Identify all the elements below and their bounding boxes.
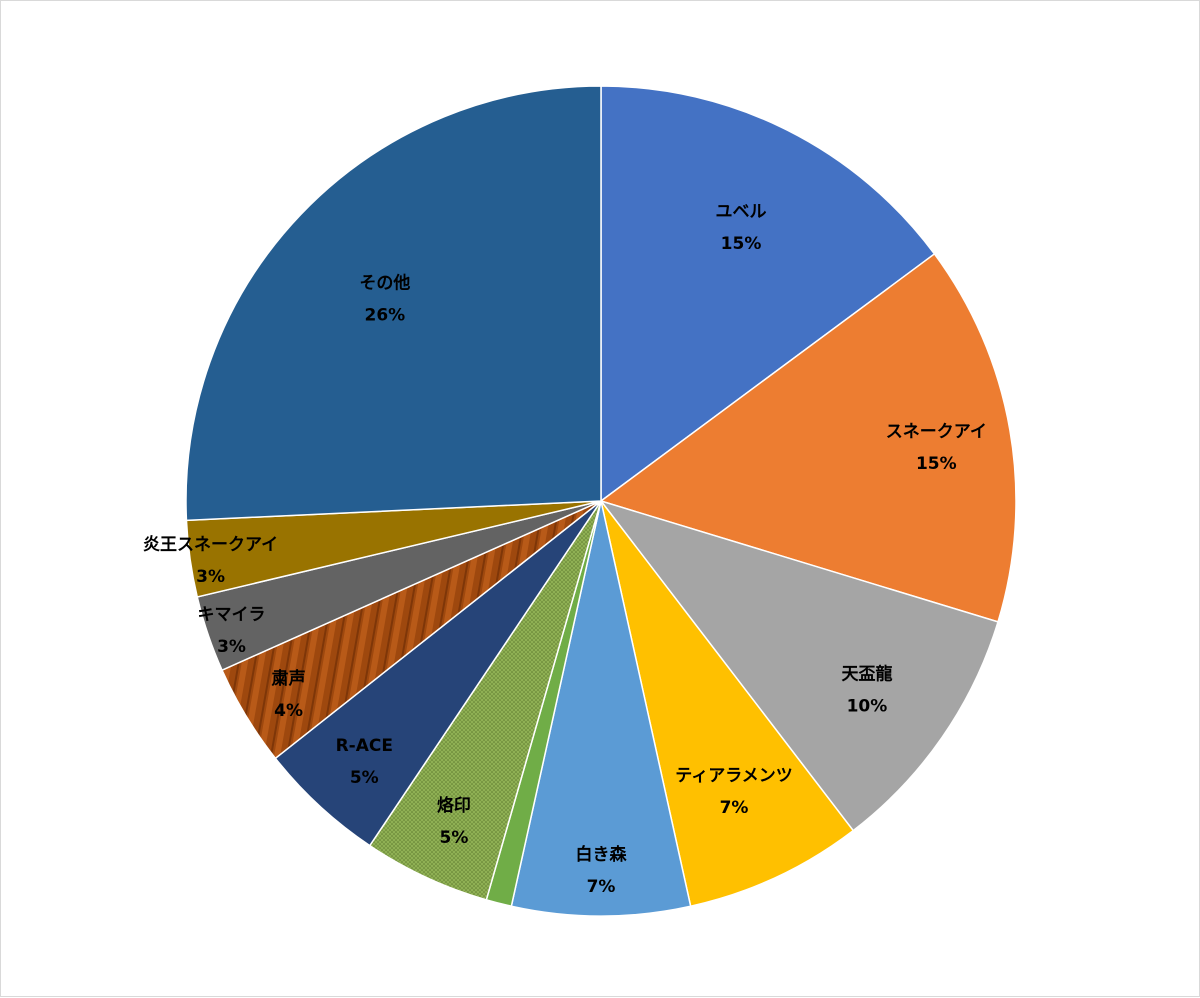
slice-category-label-0: ユベル <box>716 202 767 222</box>
slice-percent-label-3: 7% <box>720 798 749 818</box>
slice-category-label-7: R-ACE <box>336 736 393 756</box>
slice-percent-label-11: 26% <box>364 306 405 326</box>
slice-category-label-6: 烙印 <box>437 795 471 816</box>
slice-percent-label-8: 4% <box>274 701 303 721</box>
slice-category-label-11: その他 <box>359 273 410 294</box>
pie-slice-1 <box>599 252 1017 623</box>
slice-percent-label-10: 3% <box>196 567 225 587</box>
slice-category-label-9: キマイラ <box>198 605 266 625</box>
slice-percent-label-1: 15% <box>916 454 957 474</box>
pie-slice-0 <box>600 85 936 503</box>
pie-slice-2 <box>598 499 999 832</box>
slice-category-label-2: 天盃龍 <box>841 664 892 685</box>
slice-category-label-4: 白き森 <box>576 844 628 865</box>
slice-percent-label-7: 5% <box>350 768 379 788</box>
pie-slice-3 <box>600 500 855 908</box>
slice-category-label-10: 炎王スネークアイ <box>143 535 278 555</box>
pie-labels: ユベル 15% スネークアイ 15% 天盃龍 10% ティアラメンツ 7% 白き森 7% 烙印 5% R… <box>143 202 987 897</box>
slice-category-label-3: ティアラメンツ <box>675 766 792 786</box>
slice-category-label-8: 粛声 <box>271 668 306 689</box>
slice-percent-label-6: 5% <box>440 828 469 848</box>
pie-slice-4 <box>510 500 692 917</box>
pie-slices <box>185 85 1017 917</box>
slice-percent-label-4: 7% <box>587 877 616 897</box>
slice-percent-label-0: 15% <box>721 234 762 254</box>
slice-percent-label-2: 10% <box>847 697 888 717</box>
slice-percent-label-9: 3% <box>217 637 246 657</box>
slice-category-label-1: スネークアイ <box>886 422 987 442</box>
pie-slice-11 <box>185 85 602 522</box>
